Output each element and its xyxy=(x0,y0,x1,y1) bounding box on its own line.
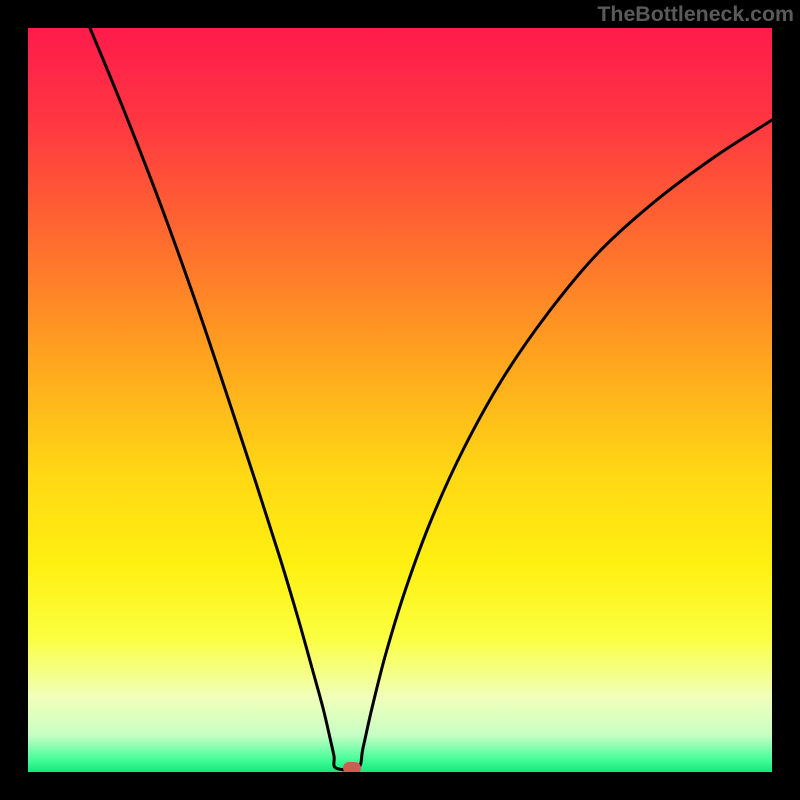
chart-background xyxy=(28,28,772,772)
plot-area xyxy=(28,28,772,772)
frame-border-bottom xyxy=(0,772,800,800)
watermark-text: TheBottleneck.com xyxy=(597,2,794,27)
frame-border-right xyxy=(772,0,800,800)
frame-border-left xyxy=(0,0,28,800)
figure-container: TheBottleneck.com xyxy=(0,0,800,800)
minimum-marker xyxy=(343,762,361,772)
chart-svg xyxy=(28,28,772,772)
